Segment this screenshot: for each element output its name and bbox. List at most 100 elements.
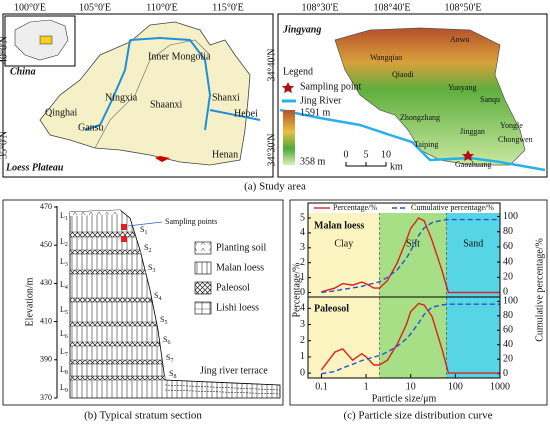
place: Hebei [234,108,258,119]
y-tick-label: 0 [300,287,305,298]
paleosol-bands [69,231,166,381]
place: Shaanxi [150,99,182,110]
legend-item: Malan loess [216,262,264,273]
place: Zhongzhang [400,113,440,122]
y2-tick-label: 0 [503,287,508,298]
loess-label: L5 [60,305,68,317]
paleosol-label: S4 [154,291,161,303]
series-line [321,218,500,294]
place: Yongle [500,121,523,130]
legend-item: Jing River [300,95,342,106]
loess-label: L4 [60,280,68,292]
province-border [94,39,211,149]
y-tick-label: 1 [300,351,305,362]
y-tick-label: 470 [40,202,52,211]
y-tick-label: 2 [300,257,305,268]
panel-title: Paleosol [314,303,349,314]
region-label: Sand [463,238,483,249]
place: Henan [212,149,238,160]
scale-tick: 10 [381,149,391,160]
planting-soil [70,210,122,216]
y2-tick-label: 60 [503,325,513,336]
scale-bar [345,162,387,167]
legend-swatch [194,241,212,255]
loess-index: 2 [65,242,68,248]
place: Anwu [450,35,470,44]
y2-tick-label: 40 [503,339,513,350]
place: Ningxia [105,92,138,103]
legend-title: Legend [283,66,313,77]
caption: (a) Study area [244,181,306,193]
size-region [308,212,380,297]
y-tick-label: 4 [300,227,305,238]
loess-index: 6 [65,334,68,340]
y2-tick-label: 80 [503,310,513,321]
loess-index: 9 [65,388,68,394]
x-label: 115°0'E [212,2,244,13]
x-label: 108°50'E [445,2,482,13]
place: Qiaodi [392,70,415,79]
panel-title: Malan loess [314,220,364,231]
region-label: Silt [406,238,420,249]
right-map: Jingyang Legend Sampling point Jing Rive… [266,2,548,178]
paleosol-index: 6 [167,340,170,346]
x-tick-label: 1000 [490,381,510,392]
paleosol-index: 2 [148,248,151,254]
y2-tick-label: 100 [503,211,518,222]
place: Gaozhuang [455,160,491,169]
y-label: 35°0'N [0,131,9,159]
y-label: 34°30'N [266,133,277,166]
legend-item: Percentage/% [333,203,377,212]
y-tick-label: 450 [40,240,52,249]
x-label: 108°30'E [302,2,339,13]
loess-label: L9 [60,383,68,395]
place: Yunyang [448,83,476,92]
y-tick-label: 410 [40,316,52,325]
sampling-point [462,150,474,161]
terrace [164,379,281,395]
left-map: China Loess Plateau 100°0'E 105°0'E 110°… [0,2,274,178]
map-title: Jingyang [282,24,321,35]
y2-tick-label: 100 [503,296,518,307]
paleosol-label: S1 [140,225,147,237]
y2-tick-label: 60 [503,241,513,252]
legend-item: Planting soil [216,242,267,253]
loess-index: 1 [65,216,68,222]
size-region [379,297,447,378]
place: Taiping [414,140,438,149]
loess-index: 7 [65,352,68,358]
elevation-bar [283,110,295,165]
loess-index: 4 [65,285,68,291]
y-axis-title: Percentage/% [291,263,302,318]
y-tick-label: 430 [40,278,52,287]
loess-index: 5 [65,310,68,316]
study-area [155,156,170,162]
place: Qinghai [45,107,77,118]
inset-highlight [39,35,53,45]
scale-tick: 0 [344,149,349,160]
x-label: 100°0'E [14,2,46,13]
size-region [446,297,500,378]
stratum-section: Sampling points Jing river terrace Eleva… [2,199,284,406]
x-axis-title: Particle size/μm [372,393,437,404]
y2-tick-label: 80 [503,226,513,237]
y-tick-label: 1 [300,272,305,283]
paleosol-index: 4 [158,296,161,302]
loess-label: L2 [60,237,68,249]
loess-index: 3 [65,262,68,268]
pointer [127,221,163,227]
size-region [308,297,380,378]
y2-tick-label: 0 [503,368,508,379]
plot-top [307,202,501,379]
y-tick-label: 3 [300,242,305,253]
paleosol-label: S7 [166,353,173,365]
legend-item: Sampling point [300,81,362,92]
paleosol-index: 5 [164,320,167,326]
paleosol-label: S3 [148,263,155,275]
loess-label: L6 [60,329,68,341]
y-label: 40°0'N [0,36,9,64]
sampling-label: Sampling points [165,217,217,226]
caption: (b) Typical stratum section [84,410,202,422]
inset-label: China [10,66,36,77]
